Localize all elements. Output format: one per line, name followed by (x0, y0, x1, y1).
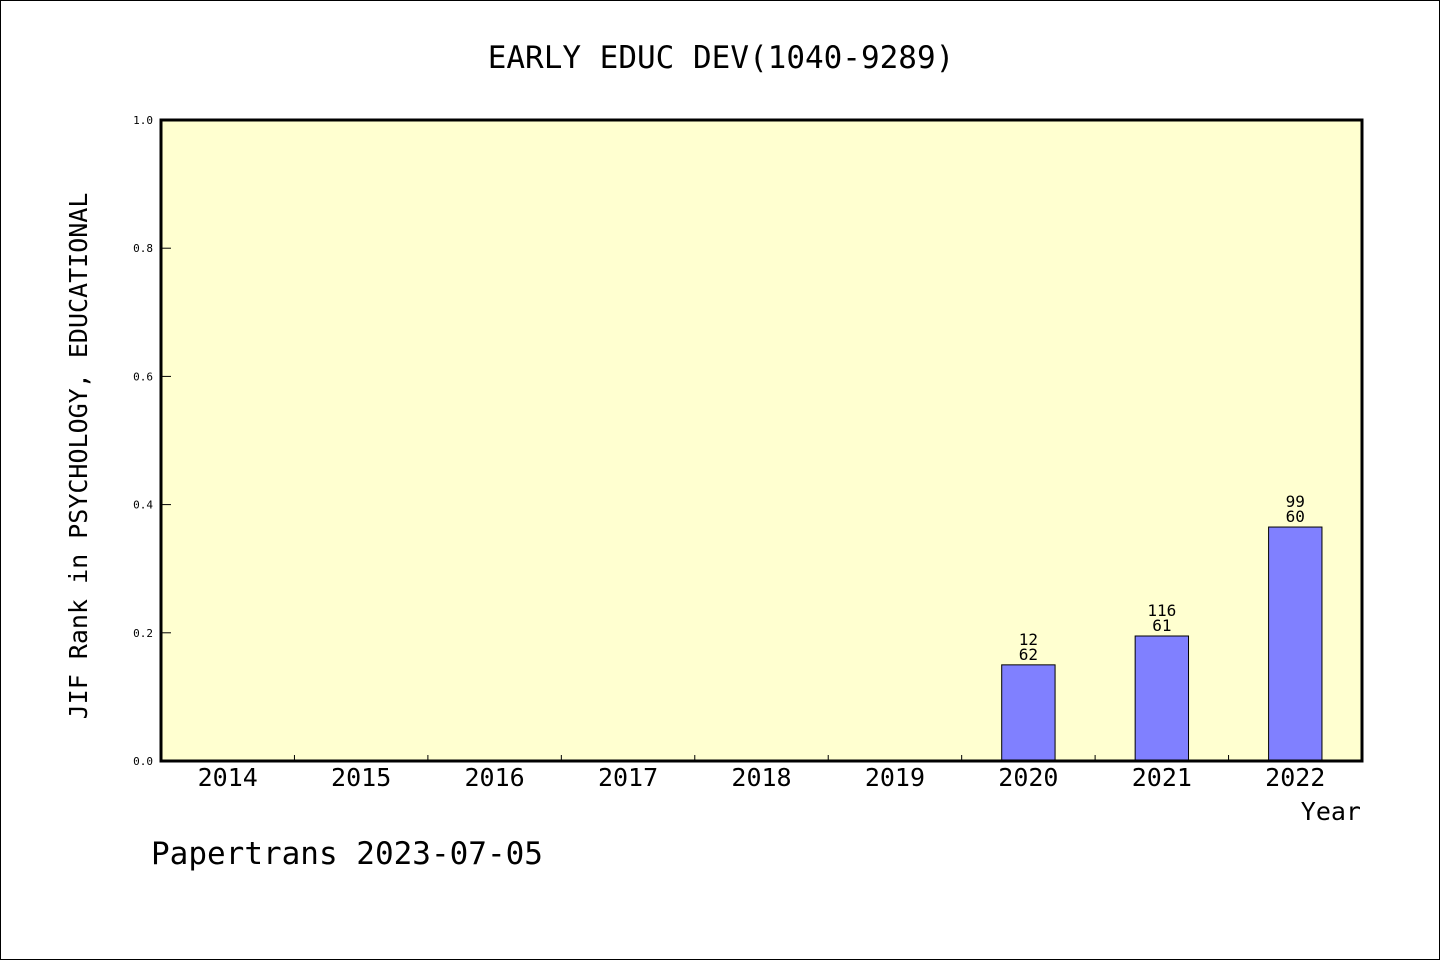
x-tick-label: 2018 (731, 763, 791, 792)
y-tick-label: 0.2 (133, 627, 153, 640)
chart-title: EARLY EDUC DEV(1040-9289) (488, 40, 955, 76)
x-tick-label: 2020 (998, 763, 1058, 792)
y-axis-label: JIF Rank in PSYCHOLOGY, EDUCATIONAL (64, 193, 93, 720)
x-tick-label: 2021 (1132, 763, 1192, 792)
x-axis-label: Year (1301, 797, 1361, 826)
x-tick-label: 2015 (331, 763, 391, 792)
x-tick-label: 2017 (598, 763, 658, 792)
x-axis-ticks: 2014 2015 2016 2017 2018 2019 2020 2021 2022 (198, 755, 1325, 792)
bar-label-top: 116 (1147, 601, 1176, 620)
bar-label-bottom: 60 (1286, 507, 1305, 526)
bars-layer (1001, 526, 1323, 762)
x-tick-label: 2022 (1265, 763, 1325, 792)
bar-label-bottom: 61 (1152, 616, 1171, 635)
bar-label-top: 12 (1019, 630, 1038, 649)
y-tick-label: 0.6 (133, 370, 153, 383)
bar-2021 (1134, 635, 1190, 762)
y-axis-ticks: 0.0 0.2 0.4 0.6 0.8 1.0 (133, 114, 171, 768)
bar-label-bottom: 62 (1019, 645, 1038, 664)
bar-2022 (1268, 526, 1323, 762)
footer-credit: Papertrans 2023-07-05 (151, 836, 543, 872)
plot-border (159, 118, 1364, 763)
y-tick-label: 0.8 (133, 242, 153, 255)
bar-label-top: 99 (1286, 492, 1305, 511)
y-tick-label: 0.4 (133, 499, 153, 512)
bar-2020 (1001, 664, 1056, 762)
x-tick-label: 2019 (865, 763, 925, 792)
x-tick-label: 2014 (198, 763, 258, 792)
y-tick-label: 0.0 (133, 755, 153, 768)
x-tick-label: 2016 (465, 763, 525, 792)
y-tick-label: 1.0 (133, 114, 153, 127)
